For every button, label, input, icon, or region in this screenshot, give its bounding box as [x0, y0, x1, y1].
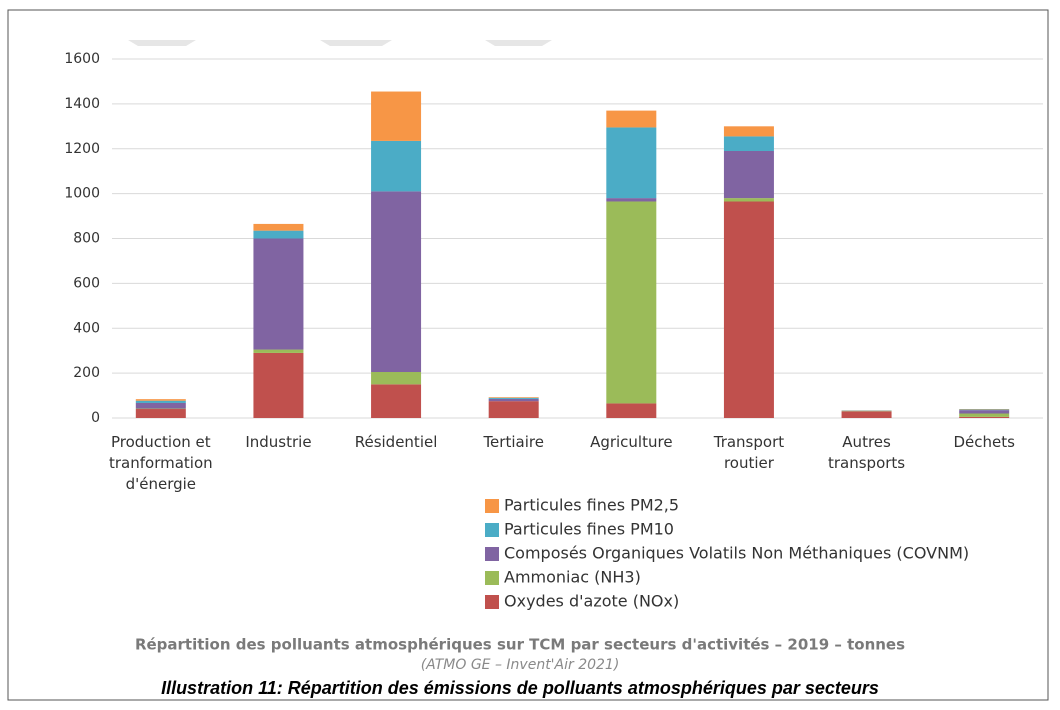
legend-label: Composés Organiques Volatils Non Méthani…	[504, 544, 969, 563]
y-tick-label: 800	[73, 231, 100, 247]
y-tick-label: 1400	[64, 96, 100, 112]
bar-segment	[253, 223, 304, 231]
bar-segment	[135, 399, 186, 401]
bar-segment	[959, 413, 1010, 417]
legend-swatch	[485, 547, 499, 561]
legend-swatch	[485, 571, 499, 585]
y-tick-label: 400	[73, 320, 100, 336]
bar-segment	[135, 400, 186, 403]
bar-segment	[488, 398, 539, 402]
y-tick-label: 1200	[64, 141, 100, 157]
y-tick-label: 200	[73, 365, 100, 381]
x-tick-label: Déchets	[953, 433, 1015, 451]
y-tick-label: 1600	[64, 51, 100, 67]
bar-segment	[253, 230, 304, 239]
bar-segment	[371, 372, 422, 385]
bar-segment	[959, 410, 1010, 414]
decoration	[485, 40, 552, 46]
chart-title: Répartition des polluants atmosphériques…	[135, 636, 905, 654]
legend-swatch	[485, 499, 499, 513]
bar-segment	[606, 127, 657, 199]
bar-segment	[253, 349, 304, 353]
bar-segment	[723, 136, 774, 151]
bar-segment	[371, 191, 422, 373]
decoration	[320, 40, 392, 46]
bar-segment	[723, 201, 774, 418]
bar-segment	[606, 198, 657, 202]
legend-label: Ammoniac (NH3)	[504, 568, 641, 587]
bar-segment	[959, 416, 1010, 418]
decoration	[128, 40, 196, 46]
x-tick-label: Autres transports	[828, 433, 906, 472]
x-tick-label: Tertiaire	[483, 433, 544, 451]
bar-segment	[371, 384, 422, 418]
bar-segment	[488, 397, 539, 398]
x-tick-label: Production et tranformation d'énergie	[108, 433, 213, 493]
frame	[7, 9, 1049, 701]
bar-segment	[488, 397, 539, 399]
legend-label: Particules fines PM2,5	[504, 496, 679, 515]
y-tick-label: 0	[91, 410, 100, 426]
bar-segment	[606, 403, 657, 418]
x-tick-label: Transport routier	[713, 433, 785, 472]
legend-label: Particules fines PM10	[504, 520, 674, 539]
bar-segment	[841, 411, 892, 418]
x-tick-label: Industrie	[245, 433, 312, 451]
y-tick-label: 600	[73, 275, 100, 291]
bar-segment	[371, 91, 422, 141]
legend-swatch	[485, 595, 499, 609]
bar-segment	[135, 402, 186, 409]
caption: Illustration 11: Répartition des émissio…	[161, 678, 879, 698]
x-tick-label: Résidentiel	[354, 433, 438, 451]
legend-label: Oxydes d'azote (NOx)	[504, 592, 679, 611]
bar-segment	[959, 409, 1010, 411]
bar-segment	[723, 198, 774, 202]
bar-segment	[253, 352, 304, 418]
bar-segment	[606, 110, 657, 128]
bar-segment	[135, 409, 186, 418]
x-tick-label: Agriculture	[590, 433, 673, 451]
bar-segment	[606, 201, 657, 404]
bar-segment	[253, 238, 304, 350]
bar-segment	[723, 126, 774, 137]
bar-segment	[371, 140, 422, 192]
bar-segment	[488, 401, 539, 418]
bar-segment	[723, 150, 774, 199]
legend-swatch	[485, 523, 499, 537]
chart-subtitle: (ATMO GE – Invent'Air 2021)	[421, 657, 620, 673]
y-tick-label: 1000	[64, 186, 100, 202]
